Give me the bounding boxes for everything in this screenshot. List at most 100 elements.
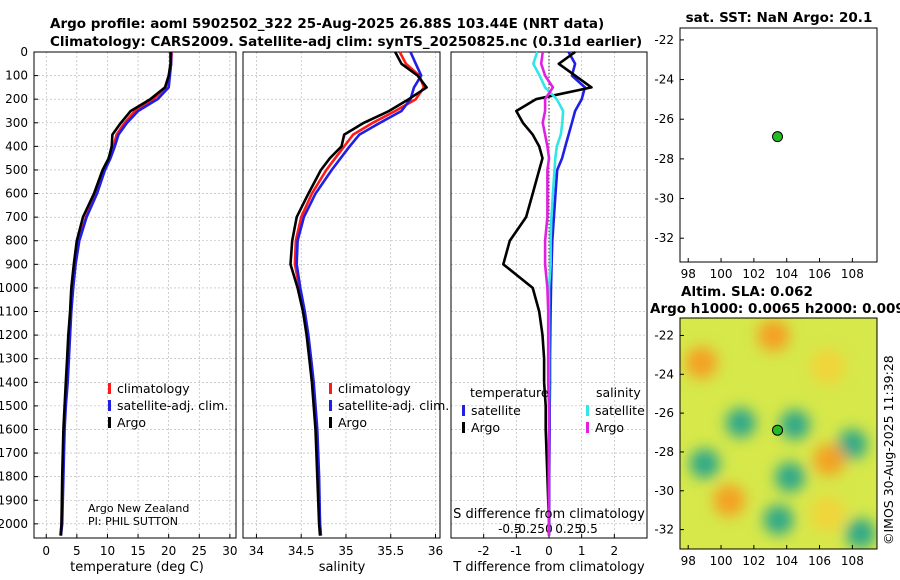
sla-anomaly-low xyxy=(763,504,794,535)
temperature-legend-0-swatch xyxy=(108,383,111,394)
map-x-tick-label: 104 xyxy=(775,554,798,568)
y-tick-label: 800 xyxy=(5,234,28,248)
y-tick-label: 400 xyxy=(5,139,28,153)
x-tick-label: 34.5 xyxy=(288,544,315,558)
x-tick-label: 2 xyxy=(611,544,619,558)
y-tick-label: 1900 xyxy=(0,493,28,507)
x-tick-label: 25 xyxy=(192,544,207,558)
salinity-legend-0-label: climatology xyxy=(338,381,411,396)
diff-legend-s-argo-swatch xyxy=(586,422,589,433)
sla-map-panel: 98 100 102 104 106 108 -22 -24 -26 -28 -30 -32 xyxy=(654,317,878,568)
map-x-tick-label: 98 xyxy=(681,267,696,281)
sla-anomaly-low xyxy=(774,462,805,493)
diff-t-satellite-line xyxy=(547,51,587,536)
axes-frame xyxy=(242,51,441,539)
temperature-legend-1-label: satellite-adj. clim. xyxy=(117,398,228,413)
sla-anomaly-mid xyxy=(809,496,846,533)
map-y-tick-label: -28 xyxy=(654,152,674,166)
difference-panel: -2 -1 0 1 2-0.5-0.25 0 0.250.5temperaturesatel… xyxy=(450,50,648,558)
y-tick-label: 1000 xyxy=(0,281,28,295)
salinity-panel: 34 34.5 35 35.5 36 climatology satellite-adj. … xyxy=(242,51,449,558)
sla-anomaly-low xyxy=(689,448,720,479)
sla-map-title-line1: Altim. SLA: 0.062 xyxy=(681,284,813,300)
diff-legend-t-argo-label: Argo xyxy=(471,420,500,435)
y-tick-label: 1800 xyxy=(0,470,28,484)
sdiff-toplabel: S difference from climatology xyxy=(453,507,645,522)
map-x-tick-label: 100 xyxy=(710,267,733,281)
temperature-xlabel: temperature (deg C) xyxy=(70,560,204,575)
salinity-legend-2-swatch xyxy=(329,417,332,428)
credit-pi: PI: PHIL SUTTON xyxy=(88,515,178,528)
s-tick-label: 0.25 xyxy=(555,522,582,536)
y-tick-label: 1200 xyxy=(0,328,28,342)
x-tick-label: 34 xyxy=(249,544,264,558)
sla-anomaly-high xyxy=(813,443,846,476)
sla-anomaly-low xyxy=(837,429,868,460)
y-tick-label: 1700 xyxy=(0,446,28,460)
salinity-legend-1-swatch xyxy=(329,400,332,411)
map-y-tick-label: -26 xyxy=(654,406,674,420)
y-tick-label: 600 xyxy=(5,187,28,201)
tdiff-xlabel: T difference from climatology xyxy=(452,560,645,575)
y-tick-label: 1100 xyxy=(0,305,28,319)
map-y-tick-label: -22 xyxy=(654,328,674,342)
x-tick-label: 0 xyxy=(42,544,50,558)
salinity-legend-1-label: satellite-adj. clim. xyxy=(338,398,449,413)
s-tick-label: 0.5 xyxy=(579,522,598,536)
x-tick-label: 35.5 xyxy=(377,544,404,558)
sst-map-title: sat. SST: NaN Argo: 20.1 xyxy=(686,10,873,26)
y-tick-label: 700 xyxy=(5,210,28,224)
y-tick-label: 1400 xyxy=(0,375,28,389)
map-y-tick-label: -30 xyxy=(654,484,674,498)
map-y-tick-label: -22 xyxy=(654,33,674,47)
x-tick-label: 35 xyxy=(338,544,353,558)
sla-map-title-line2: Argo h1000: 0.0065 h2000: 0.0097 xyxy=(650,301,900,317)
map-y-tick-label: -32 xyxy=(654,231,674,245)
map-x-tick-label: 104 xyxy=(775,267,798,281)
temperature-legend-1-swatch xyxy=(108,400,111,411)
sla-anomaly-low xyxy=(845,518,876,549)
y-tick-label: 900 xyxy=(5,257,28,271)
s-tick-label: -0.25 xyxy=(514,522,545,536)
map-y-tick-label: -24 xyxy=(654,367,674,381)
y-tick-label: 100 xyxy=(5,69,28,83)
map-x-tick-label: 98 xyxy=(681,554,696,568)
diff-legend-t-argo-swatch xyxy=(462,422,465,433)
salinity-xlabel: salinity xyxy=(319,560,366,575)
salinity-legend-2-label: Argo xyxy=(338,415,367,430)
figure-title-line1: Argo profile: aoml 5902502_322 25-Aug-20… xyxy=(50,16,604,32)
map-frame xyxy=(679,27,878,263)
y-tick-label: 1300 xyxy=(0,352,28,366)
y-tick-label: 1500 xyxy=(0,399,28,413)
credit-org: Argo New Zealand xyxy=(88,502,189,515)
temperature-satellite-adj-clim--line xyxy=(59,52,173,536)
sla-blobs xyxy=(685,319,876,549)
x-tick-label: 20 xyxy=(161,544,176,558)
temperature-legend-0-label: climatology xyxy=(117,381,190,396)
sla-anomaly-mid xyxy=(809,348,846,385)
temperature-legend-2-swatch xyxy=(108,417,111,428)
sla-anomaly-low xyxy=(779,409,810,440)
map-y-tick-label: -26 xyxy=(654,112,674,126)
diff-legend-s-argo-label: Argo xyxy=(595,420,624,435)
map-x-tick-label: 102 xyxy=(742,554,765,568)
sst-map-panel: 98 100 102 104 106 108 -22 -24 -26 -28 -30 -32 xyxy=(654,27,878,281)
argo-float-marker xyxy=(772,424,784,436)
sla-field xyxy=(680,318,877,549)
x-tick-label: 10 xyxy=(100,544,115,558)
y-tick-label: 200 xyxy=(5,92,28,106)
y-tick-label: 2000 xyxy=(0,517,28,531)
map-frame xyxy=(679,317,878,550)
x-tick-label: 15 xyxy=(130,544,145,558)
x-tick-label: 36 xyxy=(428,544,443,558)
y-tick-label: 500 xyxy=(5,163,28,177)
diff-t-argo-line xyxy=(501,50,593,536)
axes-frame xyxy=(33,51,237,539)
sla-anomaly-low xyxy=(725,407,756,438)
argo-float-marker xyxy=(772,131,784,143)
salinity-legend-0-swatch xyxy=(329,383,332,394)
y-tick-label: 1600 xyxy=(0,422,28,436)
y-tick-label: 300 xyxy=(5,116,28,130)
map-x-tick-label: 102 xyxy=(742,267,765,281)
map-x-tick-label: 108 xyxy=(841,267,864,281)
